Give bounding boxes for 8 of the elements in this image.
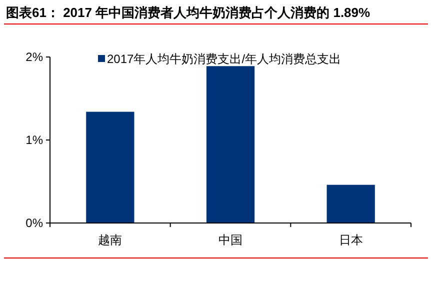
y-tick-label: 1% [26,133,44,147]
chart-title: 图表61： 2017 年中国消费者人均牛奶消费占个人消费的 1.89% [6,5,371,20]
y-tick-label: 0% [26,216,44,230]
y-tick-label: 2% [26,50,44,64]
x-tick-label: 日本 [338,233,363,247]
x-tick-label: 中国 [218,233,242,247]
legend-label: 2017年人均牛奶消费支出/年人均消费总支出 [107,52,342,66]
x-tick-label: 越南 [98,233,122,247]
